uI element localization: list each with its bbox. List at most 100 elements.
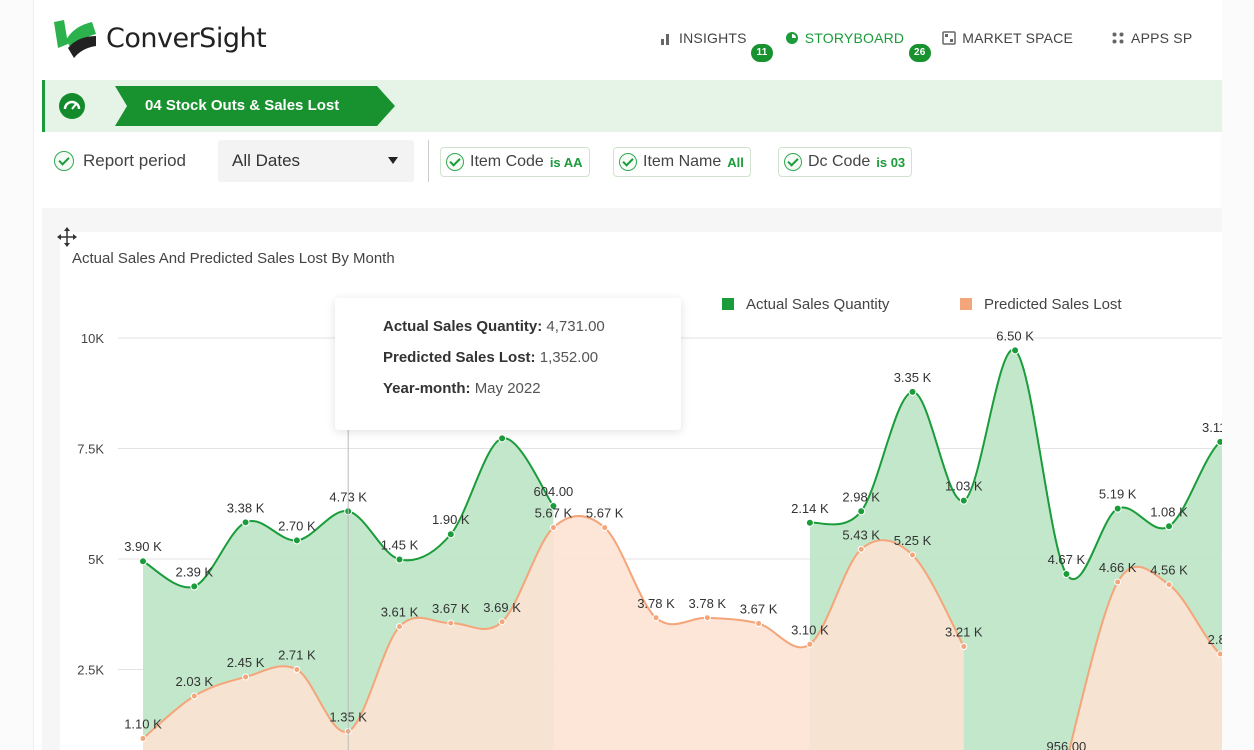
nav-apps-label: APPS SP	[1131, 30, 1193, 46]
data-label: 3.67 K	[432, 601, 470, 616]
data-label: 2.87	[1208, 632, 1222, 647]
data-label: 2.45 K	[227, 655, 265, 670]
data-label: 3.78 K	[689, 596, 727, 611]
report-period-check-icon[interactable]	[54, 151, 74, 171]
data-point	[190, 582, 199, 591]
legend-label: Predicted Sales Lost	[984, 296, 1122, 313]
data-point	[139, 734, 147, 742]
filter-chip-value: is AA	[549, 154, 583, 170]
conversight-logo-icon	[54, 20, 96, 58]
tooltip-row-actual: Actual Sales Quantity: 4,731.00	[383, 318, 605, 335]
data-point	[909, 551, 916, 559]
data-label: 1.03 K	[945, 479, 983, 494]
filter-bar: Report period All Dates Item Code is AA …	[52, 140, 1212, 182]
market-icon	[942, 31, 956, 45]
nav-market-space[interactable]: MARKET SPACE	[942, 30, 1073, 46]
data-label: 3.90 K	[124, 539, 162, 554]
data-label: 3.10 K	[791, 622, 829, 637]
gauge-icon[interactable]	[59, 93, 85, 119]
filter-chip-dc-code[interactable]: Dc Code is 03	[778, 147, 913, 177]
check-icon	[619, 153, 637, 171]
data-label: 3.21 K	[945, 625, 983, 640]
tooltip-value: 4,731.00	[546, 318, 605, 335]
nav-storyboard[interactable]: STORYBOARD 26	[785, 30, 931, 62]
data-point	[960, 643, 968, 651]
data-label: 3.11 K	[1202, 420, 1222, 435]
data-point	[1165, 522, 1173, 531]
data-point	[1165, 581, 1173, 589]
storyboard-icon	[785, 31, 799, 45]
data-point	[293, 666, 301, 673]
tooltip-row-month: Year-month: May 2022	[383, 380, 541, 397]
data-label: 4.67 K	[1048, 552, 1086, 567]
storyboard-badge: 26	[908, 44, 931, 62]
tooltip-label: Predicted Sales Lost:	[383, 349, 536, 366]
move-icon[interactable]	[56, 226, 78, 248]
report-period-label: Report period	[83, 151, 187, 170]
filter-chip-item-name[interactable]: Item Name All	[613, 147, 751, 177]
data-label: 2.39 K	[176, 564, 214, 579]
apps-grid-icon	[1111, 31, 1125, 45]
caret-down-icon	[388, 157, 398, 164]
tooltip-label: Actual Sales Quantity:	[383, 318, 543, 335]
data-label: 3.78 K	[637, 596, 675, 611]
chart-tooltip: Actual Sales Quantity: 4,731.00 Predicte…	[335, 298, 681, 430]
data-point	[242, 673, 250, 681]
header: ConverSight INSIGHTS 11 STORYBOARD 26	[34, 0, 1222, 80]
data-point	[703, 614, 711, 622]
series-area	[1069, 566, 1222, 750]
data-point	[396, 623, 403, 631]
legend-swatch	[960, 298, 972, 310]
data-label: 1.90 K	[432, 512, 470, 527]
nav-market-space-label: MARKET SPACE	[962, 30, 1074, 46]
data-point	[1062, 570, 1071, 579]
logo-text: ConverSight	[106, 22, 267, 54]
app-card: ConverSight INSIGHTS 11 STORYBOARD 26	[33, 0, 1222, 750]
data-label: 3.61 K	[381, 605, 419, 620]
data-point	[549, 501, 558, 510]
data-point	[959, 496, 968, 505]
logo[interactable]: ConverSight	[52, 18, 267, 58]
data-label: 5.67 K	[535, 506, 573, 521]
filter-chip-name: Item Code	[470, 153, 544, 170]
nav-insights[interactable]: INSIGHTS 11	[659, 30, 773, 62]
data-label: 604.00	[534, 484, 574, 499]
data-point	[805, 518, 814, 527]
filter-chip-item-code[interactable]: Item Code is AA	[440, 147, 590, 177]
data-point	[857, 507, 866, 516]
insights-badge: 11	[751, 44, 773, 62]
data-point	[755, 620, 763, 628]
data-point	[139, 557, 147, 566]
data-label: 3.38 K	[227, 500, 265, 515]
tooltip-value: 1,352.00	[539, 349, 599, 366]
check-icon	[784, 153, 802, 171]
data-label: 3.35 K	[894, 370, 932, 385]
data-point	[1216, 650, 1222, 658]
legend-swatch	[722, 298, 734, 310]
tooltip-value: May 2022	[474, 380, 541, 397]
data-label: 3.67 K	[740, 602, 778, 617]
data-label: 2.71 K	[278, 648, 316, 663]
story-tab[interactable]: 04 Stock Outs & Sales Lost	[115, 86, 395, 126]
data-label: 1.10 K	[124, 716, 162, 731]
nav-apps[interactable]: APPS SP	[1111, 30, 1192, 46]
filter-chip-value: All	[727, 154, 744, 170]
data-point	[652, 614, 660, 622]
legend-label: Actual Sales Quantity	[746, 296, 890, 313]
data-point	[1114, 578, 1122, 586]
data-point	[1113, 504, 1122, 513]
filter-chip-name: Dc Code	[808, 153, 871, 170]
data-label: 1.45 K	[381, 537, 419, 552]
check-icon	[446, 153, 464, 171]
data-label: 2.98 K	[842, 489, 880, 504]
data-label: 4.66 K	[1099, 560, 1137, 575]
data-label: 5.67 K	[586, 506, 624, 521]
story-title: 04 Stock Outs & Sales Lost	[145, 97, 340, 114]
y-tick-label: 5K	[88, 552, 104, 567]
data-point	[241, 518, 250, 527]
bar-chart-icon	[659, 31, 673, 45]
data-point	[857, 545, 865, 553]
report-period-select[interactable]: All Dates	[218, 140, 414, 182]
